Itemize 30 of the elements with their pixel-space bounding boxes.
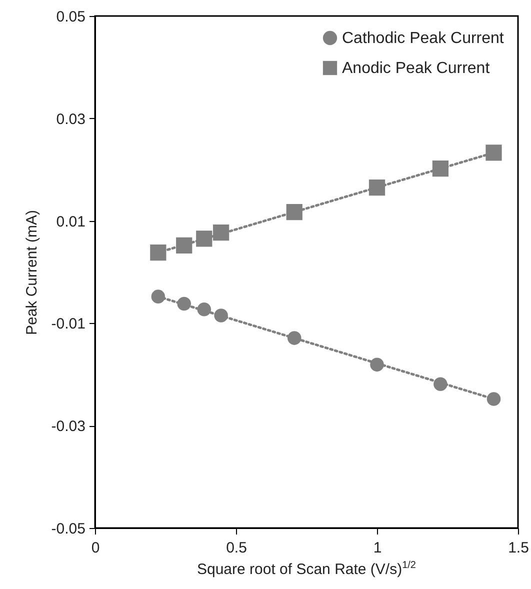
point xyxy=(434,377,448,392)
y-tick-label: 0.03 xyxy=(56,110,86,128)
point xyxy=(486,392,501,406)
y-tick-label: -0.05 xyxy=(51,520,86,538)
legend-label: Anodic Peak Current xyxy=(342,60,490,77)
x-tick-label: 0.5 xyxy=(226,540,247,556)
point xyxy=(196,230,212,247)
y-tick-label: 0.05 xyxy=(56,8,86,26)
point xyxy=(176,237,192,254)
point xyxy=(486,144,502,161)
point xyxy=(150,244,166,261)
point xyxy=(151,290,166,304)
point xyxy=(212,224,230,241)
y-tick-label: -0.03 xyxy=(51,418,86,436)
x-tick-label: 1.5 xyxy=(508,540,529,556)
point xyxy=(286,204,302,220)
y-tick-label: 0.01 xyxy=(56,213,86,230)
x-tick-label: 1 xyxy=(373,540,382,556)
y-tick-label: -0.01 xyxy=(51,316,86,333)
point xyxy=(287,331,302,345)
y-axis-title: Peak Current (mA) xyxy=(23,210,40,336)
x-tick-label: 0 xyxy=(91,540,100,556)
point xyxy=(370,358,384,372)
x-axis-title: Square root of Scan Rate (V/s)$^{1/2}$ xyxy=(196,560,417,578)
point xyxy=(368,179,386,196)
point xyxy=(214,308,228,322)
point xyxy=(177,296,192,311)
point xyxy=(197,302,212,316)
point xyxy=(432,160,449,177)
legend-label: Cathodic Peak Current xyxy=(342,30,504,47)
